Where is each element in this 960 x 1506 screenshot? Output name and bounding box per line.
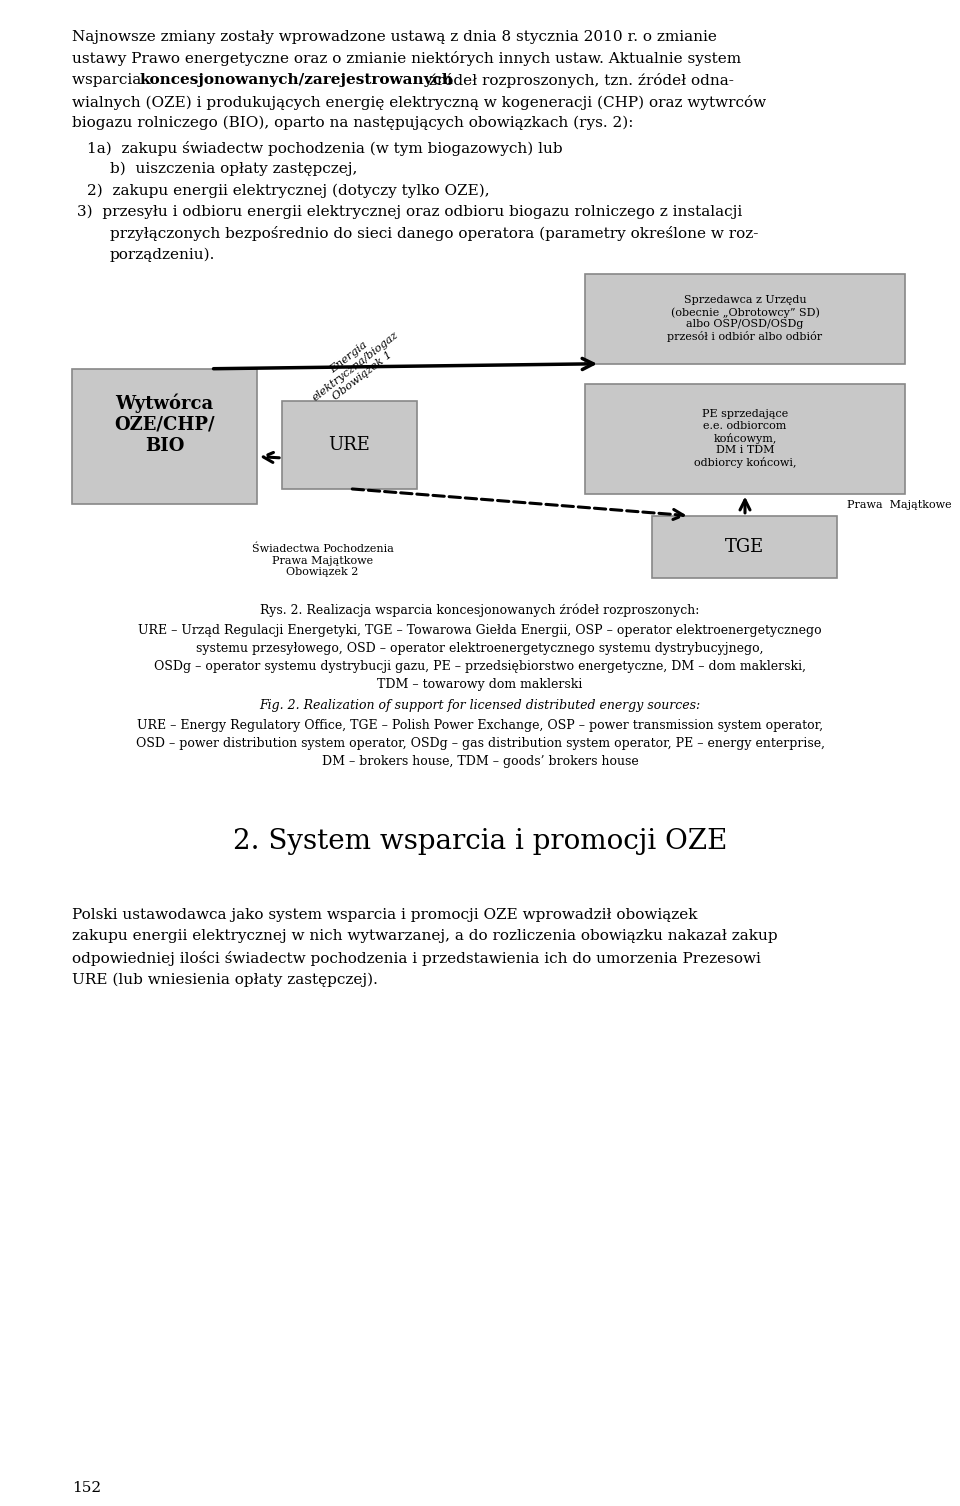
Text: porządzeniu).: porządzeniu). [110, 248, 215, 262]
Text: 1a)  zakupu świadectw pochodzenia (w tym biogazowych) lub: 1a) zakupu świadectw pochodzenia (w tym … [87, 140, 563, 155]
Text: Energia
elektryczna/biogaz
Obowiązek 1: Energia elektryczna/biogaz Obowiązek 1 [303, 321, 407, 413]
Text: przyłączonych bezpośrednio do sieci danego operatora (parametry określone w roz-: przyłączonych bezpośrednio do sieci dane… [110, 226, 758, 241]
Text: Polski ustawodawca jako system wsparcia i promocji OZE wprowadził obowiązek: Polski ustawodawca jako system wsparcia … [72, 908, 698, 922]
Text: URE: URE [328, 435, 371, 453]
Text: Wytwórca
OZE/CHP/
BIO: Wytwórca OZE/CHP/ BIO [114, 393, 215, 455]
Text: koncesjonowanych/zarejestrowanych: koncesjonowanych/zarejestrowanych [140, 72, 454, 87]
Text: wsparcia: wsparcia [72, 72, 146, 87]
Text: OSD – power distribution system operator, OSDg – gas distribution system operato: OSD – power distribution system operator… [135, 736, 825, 750]
Text: systemu przesyłowego, OSD – operator elektroenergetycznego systemu dystrybucyjne: systemu przesyłowego, OSD – operator ele… [196, 642, 764, 655]
Text: odpowiedniej ilości świadectw pochodzenia i przedstawienia ich do umorzenia Prez: odpowiedniej ilości świadectw pochodzeni… [72, 950, 761, 965]
Text: biogazu rolniczego (BIO), oparto na następujących obowiązkach (rys. 2):: biogazu rolniczego (BIO), oparto na nast… [72, 116, 634, 131]
FancyBboxPatch shape [653, 515, 837, 578]
Text: URE (lub wniesienia opłaty zastępczej).: URE (lub wniesienia opłaty zastępczej). [72, 973, 378, 986]
Text: zakupu energii elektrycznej w nich wytwarzanej, a do rozliczenia obowiązku nakaz: zakupu energii elektrycznej w nich wytwa… [72, 929, 778, 943]
Text: PE sprzedające
e.e. odbiorcom
końcowym,
DM i TDM
odbiorcy końcowi,: PE sprzedające e.e. odbiorcom końcowym, … [694, 410, 796, 468]
Text: Świadectwa Pochodzenia
Prawa Majątkowe
Obowiązek 2: Świadectwa Pochodzenia Prawa Majątkowe O… [252, 544, 394, 577]
Text: źródeł rozproszonych, tzn. źródeł odna-: źródeł rozproszonych, tzn. źródeł odna- [424, 72, 733, 87]
FancyBboxPatch shape [72, 369, 257, 503]
Text: Fig. 2. Realization of support for licensed distributed energy sources:: Fig. 2. Realization of support for licen… [259, 699, 701, 712]
Text: DM – brokers house, TDM – goods’ brokers house: DM – brokers house, TDM – goods’ brokers… [322, 755, 638, 768]
Text: Sprzedawca z Urzędu
(obecnie „Obrotowcy” SD)
albo OSP/OSD/OSDg
przesół i odbiór : Sprzedawca z Urzędu (obecnie „Obrotowcy”… [667, 295, 823, 342]
Text: TDM – towarowy dom maklerski: TDM – towarowy dom maklerski [377, 678, 583, 691]
Text: Prawa  Majątkowe: Prawa Majątkowe [848, 500, 952, 509]
Text: b)  uiszczenia opłaty zastępczej,: b) uiszczenia opłaty zastępczej, [110, 163, 357, 176]
Text: Rys. 2. Realizacja wsparcia koncesjonowanych źródeł rozproszonych:: Rys. 2. Realizacja wsparcia koncesjonowa… [260, 604, 700, 617]
FancyBboxPatch shape [585, 384, 905, 494]
Text: URE – Energy Regulatory Office, TGE – Polish Power Exchange, OSP – power transmi: URE – Energy Regulatory Office, TGE – Po… [137, 718, 823, 732]
Text: 152: 152 [72, 1480, 101, 1495]
Text: OSDg – operator systemu dystrybucji gazu, PE – przedsiębiorstwo energetyczne, DM: OSDg – operator systemu dystrybucji gazu… [154, 660, 806, 673]
Text: TGE: TGE [726, 538, 764, 556]
Text: 2. System wsparcia i promocji OZE: 2. System wsparcia i promocji OZE [233, 828, 727, 855]
FancyBboxPatch shape [282, 401, 417, 489]
Text: URE – Urząd Regulacji Energetyki, TGE – Towarowa Giełda Energii, OSP – operator : URE – Urząd Regulacji Energetyki, TGE – … [138, 623, 822, 637]
FancyBboxPatch shape [585, 274, 905, 364]
Text: 3)  przesyłu i odbioru energii elektrycznej oraz odbioru biogazu rolniczego z in: 3) przesyłu i odbioru energii elektryczn… [77, 205, 742, 220]
Text: 2)  zakupu energii elektrycznej (dotyczy tylko OZE),: 2) zakupu energii elektrycznej (dotyczy … [87, 184, 490, 197]
Text: ustawy Prawo energetyczne oraz o zmianie niektórych innych ustaw. Aktualnie syst: ustawy Prawo energetyczne oraz o zmianie… [72, 51, 741, 66]
Text: wialnych (OZE) i produkujących energię elektryczną w kogeneracji (CHP) oraz wytw: wialnych (OZE) i produkujących energię e… [72, 95, 766, 110]
Text: Najnowsze zmiany zostały wprowadzone ustawą z dnia 8 stycznia 2010 r. o zmianie: Najnowsze zmiany zostały wprowadzone ust… [72, 30, 717, 44]
